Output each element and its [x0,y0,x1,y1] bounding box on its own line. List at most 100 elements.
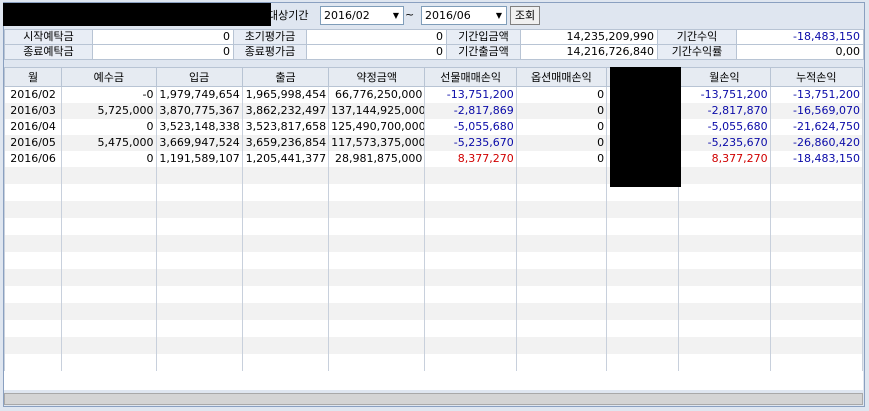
empty-cell [241,286,330,303]
table-cell: 3,523,148,338 [155,119,243,135]
column-header[interactable]: 누적손익 [769,67,863,87]
table-cell: 125,490,700,000 [328,119,426,135]
summary-label: 기간수익 [657,29,737,45]
empty-cell [4,201,63,218]
empty-cell [678,201,771,218]
empty-cell [606,252,680,269]
table-cell: -0 [61,86,157,103]
table-cell: 3,862,232,497 [241,103,330,119]
empty-cell [678,252,771,269]
empty-cell [155,320,243,337]
empty-cell [4,337,63,354]
empty-cell [515,303,608,320]
column-header[interactable]: 선물매매손익 [424,67,517,87]
table-cell: 8,377,270 [424,151,517,167]
empty-cell [61,201,157,218]
table-row[interactable]: 2016/05 5,475,000 3,669,947,524 3,659,236,8… [4,135,863,151]
empty-cell [61,286,157,303]
empty-cell [769,201,863,218]
summary-value: 0 [306,44,447,60]
empty-cell [769,218,863,235]
column-header[interactable]: 약정금액 [328,67,426,87]
empty-cell [241,218,330,235]
empty-cell [61,218,157,235]
table-row[interactable]: 2016/04 0 3,523,148,338 3,523,817,658 125,49… [4,119,863,135]
empty-cell [606,286,680,303]
table-cell: 137,144,925,000 [328,103,426,119]
empty-cell [515,201,608,218]
empty-cell [606,269,680,286]
empty-cell [155,354,243,371]
empty-cell [241,167,330,184]
table-row[interactable]: 2016/02 -0 1,979,749,654 1,965,998,454 66,77… [4,86,863,103]
empty-cell [769,337,863,354]
empty-cell [61,252,157,269]
summary-table: 시작예탁금 0 초기평가금 0 기간입금액 14,235,209,990 기간수익 -18,4… [4,29,864,60]
empty-cell [769,303,863,320]
empty-cell [61,337,157,354]
empty-cell [4,252,63,269]
empty-cell [424,303,517,320]
query-button[interactable]: 조회 [510,6,540,25]
column-header[interactable]: 출금 [241,67,330,87]
table-cell: 28,981,875,000 [328,151,426,167]
empty-cell [515,286,608,303]
start-period-select[interactable]: 2016/02 ▼ [320,6,404,25]
column-header[interactable]: 예수금 [61,67,157,87]
empty-cell [678,184,771,201]
empty-cell [155,269,243,286]
empty-cell [241,320,330,337]
empty-cell [606,303,680,320]
table-cell: 1,205,441,377 [241,151,330,167]
column-header[interactable]: 월손익 [678,67,771,87]
empty-row [4,218,863,235]
empty-cell [155,286,243,303]
table-cell: -13,751,200 [424,86,517,103]
empty-cell [678,303,771,320]
column-header[interactable]: 월 [4,67,63,87]
summary-value: 14,216,726,840 [520,44,658,60]
empty-cell [328,354,426,371]
table-cell: -21,624,750 [769,119,863,135]
empty-cell [678,320,771,337]
table-cell: 5,475,000 [61,135,157,151]
empty-cell [241,354,330,371]
table-cell: 3,870,775,367 [155,103,243,119]
empty-cell [155,167,243,184]
empty-cell [61,303,157,320]
empty-cell [155,303,243,320]
range-separator: ~ [405,8,415,21]
empty-cell [424,354,517,371]
summary-row: 종료예탁금 0 종료평가금 0 기간출금액 14,216,726,840 기간수익률 0,00 [4,44,864,60]
empty-cell [769,184,863,201]
summary-value: 14,235,209,990 [520,29,658,45]
table-row[interactable]: 2016/06 0 1,191,589,107 1,205,441,377 28,981… [4,151,863,167]
empty-cell [328,337,426,354]
empty-cell [241,201,330,218]
end-period-select[interactable]: 2016/06 ▼ [421,6,507,25]
table-row[interactable]: 2016/03 5,725,000 3,870,775,367 3,862,232,4… [4,103,863,119]
table-cell: 117,573,375,000 [328,135,426,151]
column-header[interactable]: 입금 [155,67,243,87]
empty-cell [606,337,680,354]
empty-cell [515,218,608,235]
empty-cell [424,235,517,252]
column-header[interactable]: 옵션매매손익 [515,67,608,87]
table-cell: 0 [515,103,608,119]
empty-cell [4,167,63,184]
horizontal-scrollbar[interactable] [4,393,863,405]
empty-cell [515,235,608,252]
empty-cell [424,167,517,184]
empty-row [4,184,863,201]
table-cell: 2016/02 [4,86,63,103]
table-cell: -26,860,420 [769,135,863,151]
empty-cell [61,320,157,337]
redacted-column [610,67,681,187]
table-cell: 2016/05 [4,135,63,151]
empty-cell [328,269,426,286]
empty-cell [769,235,863,252]
monthly-grid[interactable]: 월 예수금 입금 출금 약정금액 선물매매손익 옵션매매손익 월손익 누적손익 2016/02-… [4,67,863,390]
empty-cell [155,218,243,235]
empty-cell [61,269,157,286]
empty-cell [328,167,426,184]
